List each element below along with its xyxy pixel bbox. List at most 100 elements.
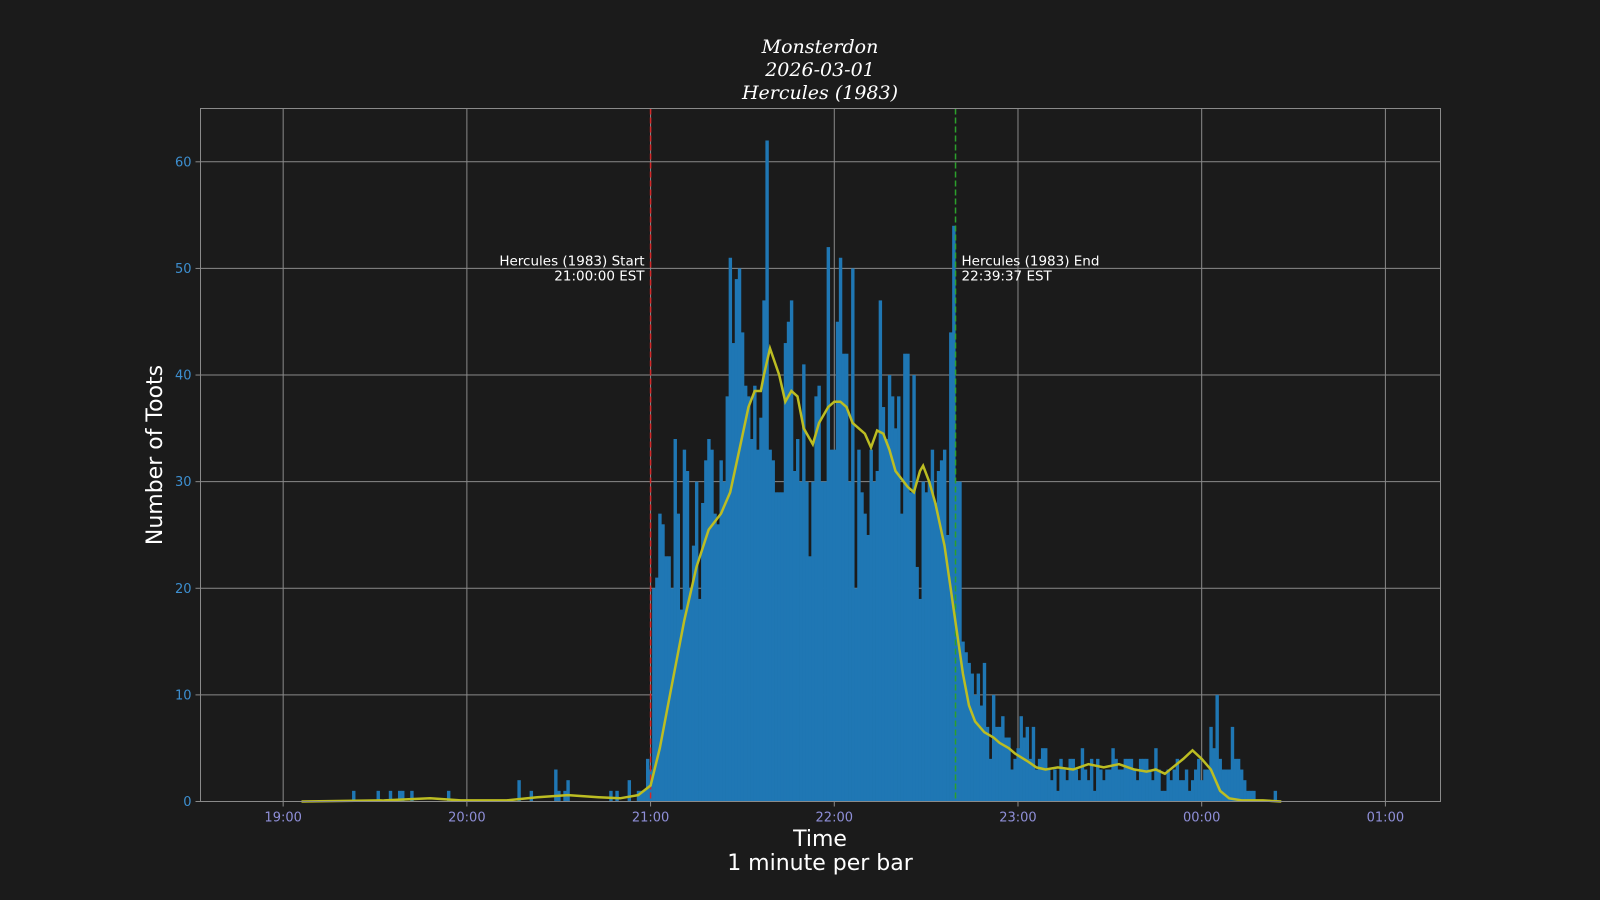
bar bbox=[701, 502, 705, 802]
bar bbox=[743, 385, 748, 802]
bar bbox=[1233, 758, 1238, 802]
bar bbox=[615, 790, 619, 802]
x-tick-label: 21:00 bbox=[632, 811, 669, 826]
bar bbox=[713, 513, 717, 802]
bar bbox=[863, 513, 867, 802]
bar bbox=[1190, 780, 1195, 802]
bars bbox=[352, 140, 1278, 802]
event-annotation-title: Hercules (1983) End bbox=[962, 253, 1100, 269]
bar bbox=[352, 790, 356, 802]
bar bbox=[719, 460, 723, 802]
bar bbox=[832, 449, 837, 802]
bar bbox=[658, 513, 662, 802]
bar bbox=[903, 353, 907, 802]
bar bbox=[1120, 769, 1124, 802]
bar bbox=[609, 790, 613, 802]
bar bbox=[820, 481, 824, 802]
bar bbox=[1123, 758, 1128, 802]
x-tick-label: 20:00 bbox=[448, 811, 485, 826]
bar bbox=[854, 588, 858, 802]
bar bbox=[722, 481, 726, 802]
grid bbox=[200, 108, 1441, 802]
bar bbox=[783, 343, 788, 802]
bar bbox=[1044, 748, 1048, 802]
bar bbox=[1040, 748, 1045, 802]
bar bbox=[952, 225, 956, 802]
bar bbox=[799, 481, 803, 802]
bar bbox=[1236, 758, 1241, 802]
bar bbox=[667, 556, 671, 802]
event-lines bbox=[649, 108, 957, 802]
bar bbox=[759, 417, 763, 802]
bar bbox=[639, 790, 644, 802]
bar bbox=[829, 449, 834, 802]
bar bbox=[1135, 780, 1140, 802]
bar bbox=[848, 481, 852, 802]
bar bbox=[694, 481, 699, 802]
bar bbox=[1169, 780, 1173, 802]
event-annotation-time: 22:39:37 EST bbox=[962, 268, 1053, 284]
bar bbox=[915, 566, 919, 802]
bar bbox=[866, 534, 870, 802]
bar bbox=[698, 598, 702, 802]
bar bbox=[410, 790, 414, 802]
bar bbox=[979, 705, 984, 802]
bar bbox=[397, 790, 402, 802]
bar bbox=[796, 439, 800, 802]
y-tick-label: 50 bbox=[175, 262, 192, 277]
bar bbox=[995, 726, 999, 802]
bar bbox=[554, 769, 558, 802]
bar bbox=[823, 481, 827, 802]
bar bbox=[988, 758, 993, 802]
bar bbox=[1215, 694, 1219, 802]
bar bbox=[1175, 758, 1180, 802]
bar bbox=[1203, 769, 1207, 802]
bar bbox=[912, 375, 916, 802]
bar bbox=[1004, 737, 1008, 802]
bar bbox=[1141, 758, 1146, 802]
bar bbox=[376, 790, 380, 802]
bar bbox=[1102, 780, 1106, 802]
bar bbox=[655, 577, 659, 802]
x-axis-sublabel: 1 minute per bar bbox=[727, 851, 914, 876]
plot-frame bbox=[200, 108, 1441, 802]
bar bbox=[900, 513, 904, 802]
bar bbox=[707, 439, 711, 802]
bar bbox=[768, 449, 772, 802]
bar bbox=[973, 694, 977, 802]
bar bbox=[388, 790, 393, 802]
bar bbox=[860, 492, 864, 802]
bar bbox=[691, 545, 696, 802]
bar bbox=[1056, 790, 1060, 802]
bar bbox=[737, 268, 742, 802]
bar bbox=[1157, 769, 1161, 802]
bar bbox=[1062, 769, 1066, 802]
bar bbox=[747, 396, 751, 802]
bar bbox=[1001, 716, 1005, 802]
bar bbox=[1126, 758, 1131, 802]
bar bbox=[792, 470, 797, 802]
bar bbox=[673, 439, 677, 802]
bar bbox=[890, 396, 895, 802]
bar bbox=[1065, 780, 1069, 802]
bar bbox=[1108, 769, 1112, 802]
y-tick-label: 0 bbox=[183, 795, 191, 810]
x-tick-label: 01:00 bbox=[1367, 811, 1404, 826]
x-tick-label: 22:00 bbox=[816, 811, 853, 826]
bar bbox=[939, 460, 944, 802]
bar bbox=[774, 492, 778, 802]
bar bbox=[685, 470, 690, 802]
bar bbox=[1221, 769, 1225, 802]
bar bbox=[1224, 769, 1229, 802]
bar bbox=[802, 364, 806, 802]
bar bbox=[777, 492, 782, 802]
bar bbox=[661, 524, 665, 802]
bar bbox=[1034, 769, 1039, 802]
bar bbox=[1166, 769, 1170, 802]
bar bbox=[1092, 790, 1097, 802]
bar bbox=[814, 396, 818, 802]
bar bbox=[1246, 790, 1250, 802]
bar bbox=[771, 460, 775, 802]
bar bbox=[401, 790, 405, 802]
